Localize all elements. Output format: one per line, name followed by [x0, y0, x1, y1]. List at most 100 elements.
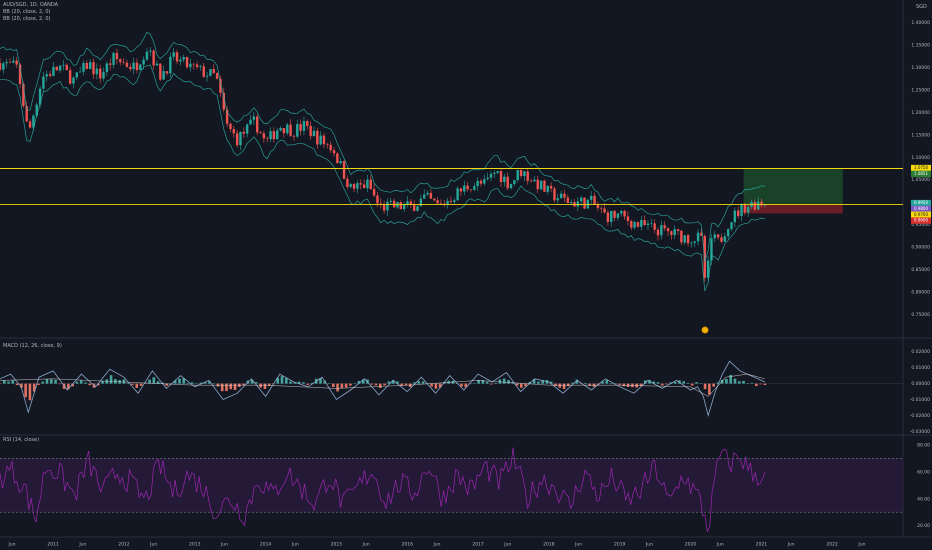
- candle-body: [38, 88, 42, 105]
- candle-body: [78, 71, 82, 73]
- candle-body: [620, 210, 623, 214]
- macd-histogram-bar: [515, 383, 519, 386]
- time-tick-label: Jun: [8, 542, 16, 548]
- symbol-title[interactable]: AUD/SGD, 1D, OANDA: [3, 2, 59, 8]
- macd-histogram-bar: [71, 383, 74, 387]
- macd-histogram-bar: [20, 383, 23, 388]
- macd-histogram-bar: [190, 382, 194, 384]
- candle-body: [68, 70, 72, 84]
- rsi-line: [0, 447, 766, 533]
- candle-body: [309, 125, 312, 137]
- macd-histogram-bar: [554, 383, 557, 386]
- main-legend: AUD/SGD, 1D, OANDA BB (20, close, 2, 0) …: [3, 2, 58, 23]
- candle-body: [429, 192, 433, 199]
- macd-histogram-bar: [541, 380, 544, 384]
- candle-body: [179, 59, 182, 62]
- candle-body: [85, 62, 89, 69]
- rsi-legend[interactable]: RSI (14, close): [3, 437, 40, 443]
- candle-body: [433, 198, 436, 201]
- macd-histogram-bar: [195, 383, 198, 385]
- macd-histogram-bar: [220, 383, 224, 392]
- macd-histogram-bar: [609, 383, 613, 384]
- macd-histogram-bar: [708, 383, 711, 395]
- macd-histogram-bar: [152, 377, 156, 384]
- bb-legend-2[interactable]: BB (20, close, 2, 0): [3, 16, 51, 22]
- candle-body: [710, 238, 713, 261]
- candle-body: [713, 234, 716, 239]
- macd-histogram-bar: [267, 383, 271, 386]
- macd-histogram-bar: [413, 382, 416, 384]
- candle-body: [596, 204, 600, 209]
- candle-body: [529, 180, 533, 182]
- candle-body: [276, 130, 279, 140]
- candle-body: [22, 83, 25, 107]
- macd-histogram-bar: [2, 380, 6, 384]
- time-tick-label: Jun: [503, 542, 511, 548]
- macd-histogram-bar: [733, 378, 737, 384]
- macd-histogram-bar: [391, 379, 395, 384]
- macd-histogram-bar: [336, 383, 339, 392]
- candle-body: [105, 63, 109, 73]
- candle-body: [152, 50, 155, 66]
- candle-body: [656, 229, 660, 236]
- candle-body: [359, 183, 362, 185]
- macd-histogram-bar: [755, 383, 758, 387]
- macd-histogram-bar: [404, 383, 408, 386]
- macd-histogram-bar: [165, 383, 168, 386]
- candle-body: [292, 135, 296, 137]
- macd-histogram-bar: [656, 382, 660, 384]
- bb-legend-1[interactable]: BB (20, close, 2, 0): [3, 9, 51, 15]
- candle-body: [610, 210, 613, 222]
- candle-body: [446, 200, 449, 205]
- candle-body: [269, 131, 272, 140]
- macd-histogram-bar: [379, 383, 382, 388]
- candle-body: [576, 201, 580, 207]
- candle-body: [92, 62, 95, 75]
- macd-histogram-bar: [250, 379, 254, 384]
- candle-body: [406, 201, 409, 205]
- macd-histogram-bar: [289, 381, 292, 384]
- macd-tick-label: 0.01000: [911, 365, 930, 371]
- time-tick-label: Jun: [857, 542, 865, 548]
- macd-histogram-bar: [579, 383, 583, 385]
- candle-body: [456, 188, 459, 201]
- candle-body: [155, 63, 159, 66]
- candle-body: [763, 204, 767, 206]
- candle-body: [513, 180, 516, 184]
- macd-histogram-bar: [28, 383, 32, 401]
- price-tick-label: 0.75000: [911, 312, 930, 318]
- tag-upper-level-bg: [911, 164, 931, 172]
- macd-histogram-bar: [370, 383, 374, 385]
- candle-body: [302, 121, 306, 131]
- macd-histogram-bar: [276, 377, 280, 384]
- candle-body: [149, 50, 152, 52]
- macd-histogram-bar: [259, 383, 262, 388]
- candle-body: [142, 59, 145, 65]
- candle-body: [8, 62, 12, 63]
- macd-tick-label: -0.01000: [910, 397, 930, 403]
- macd-histogram-bar: [45, 379, 49, 384]
- macd-histogram-bar: [49, 379, 53, 384]
- candle-body: [199, 66, 202, 68]
- candle-body: [185, 57, 189, 68]
- candle-body: [252, 116, 256, 120]
- macd-histogram-bar: [601, 381, 604, 384]
- macd-histogram-bar: [297, 381, 301, 384]
- candle-body: [696, 232, 700, 242]
- candle-body: [12, 60, 15, 63]
- macd-histogram-bar: [400, 383, 403, 386]
- candle-body: [195, 64, 199, 68]
- macd-histogram-bar: [143, 383, 147, 384]
- candle-body: [386, 201, 389, 211]
- time-tick-label: 2012: [118, 542, 130, 548]
- candle-body: [132, 62, 135, 70]
- candle-body: [35, 104, 38, 116]
- macd-histogram-bar: [520, 383, 523, 388]
- tag-upper-level: 1.0750: [914, 165, 928, 170]
- candle-body: [453, 200, 456, 202]
- macd-legend[interactable]: MACD (12, 26, close, 9): [3, 343, 62, 349]
- candle-body: [593, 195, 596, 205]
- candle-body: [569, 202, 573, 204]
- candle-body: [670, 231, 673, 235]
